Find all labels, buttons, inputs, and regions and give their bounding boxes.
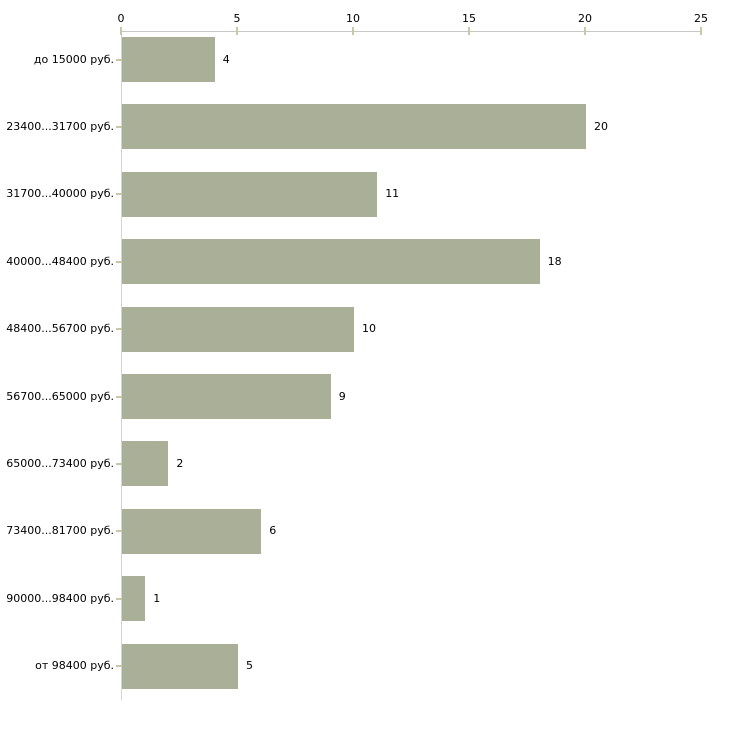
bar xyxy=(122,37,215,82)
category-tick xyxy=(116,665,122,668)
category-tick xyxy=(116,193,122,196)
bar xyxy=(122,508,262,554)
category-tick xyxy=(116,125,122,128)
x-axis-tick-label: 25 xyxy=(694,12,708,25)
category-label: 56700...65000 руб. xyxy=(6,389,114,403)
value-label: 20 xyxy=(594,119,608,133)
x-axis-tick-label: 15 xyxy=(462,12,476,25)
category-tick xyxy=(116,328,122,331)
x-axis-tick xyxy=(120,27,122,35)
x-axis-tick xyxy=(468,27,470,35)
bar xyxy=(122,441,169,487)
value-label: 6 xyxy=(269,524,277,538)
bar xyxy=(122,239,540,285)
x-axis-tick xyxy=(352,27,354,35)
bar xyxy=(122,104,586,150)
category-tick xyxy=(116,260,122,263)
value-label: 11 xyxy=(385,187,400,201)
value-label: 5 xyxy=(246,659,253,673)
value-label: 10 xyxy=(362,322,376,336)
bar xyxy=(122,306,354,352)
category-label: до 15000 руб. xyxy=(33,52,114,66)
value-label: 1 xyxy=(153,591,161,605)
bar xyxy=(122,576,146,622)
value-label: 4 xyxy=(222,52,230,66)
x-axis-tick xyxy=(700,27,702,35)
category-label: 73400...81700 руб. xyxy=(6,524,114,538)
x-axis-tick xyxy=(584,27,586,35)
category-label: 23400...31700 руб. xyxy=(6,119,114,133)
bar xyxy=(122,643,238,689)
category-label: 40000...48400 руб. xyxy=(6,254,114,268)
category-label: 31700...40000 руб. xyxy=(6,187,114,201)
category-label: от 98400 руб. xyxy=(35,659,114,673)
value-label: 2 xyxy=(176,456,184,470)
category-tick xyxy=(116,462,122,465)
value-label: 18 xyxy=(547,254,562,268)
category-label: 48400...56700 руб. xyxy=(6,322,114,336)
x-axis-tick xyxy=(236,27,238,35)
category-tick xyxy=(116,58,122,61)
category-tick xyxy=(116,530,122,533)
category-tick xyxy=(116,597,122,600)
x-axis-tick-label: 5 xyxy=(233,12,241,25)
x-axis-tick-label: 10 xyxy=(346,12,360,25)
category-tick xyxy=(116,395,122,398)
x-axis-tick-label: 0 xyxy=(117,12,125,25)
x-axis-tick-label: 20 xyxy=(578,12,592,25)
bar xyxy=(122,171,378,217)
y-axis-line xyxy=(121,31,122,700)
category-label: 65000...73400 руб. xyxy=(6,456,114,470)
x-axis-line xyxy=(121,31,702,32)
value-label: 9 xyxy=(338,389,346,403)
category-label: 90000...98400 руб. xyxy=(6,591,114,605)
bar xyxy=(122,374,331,419)
